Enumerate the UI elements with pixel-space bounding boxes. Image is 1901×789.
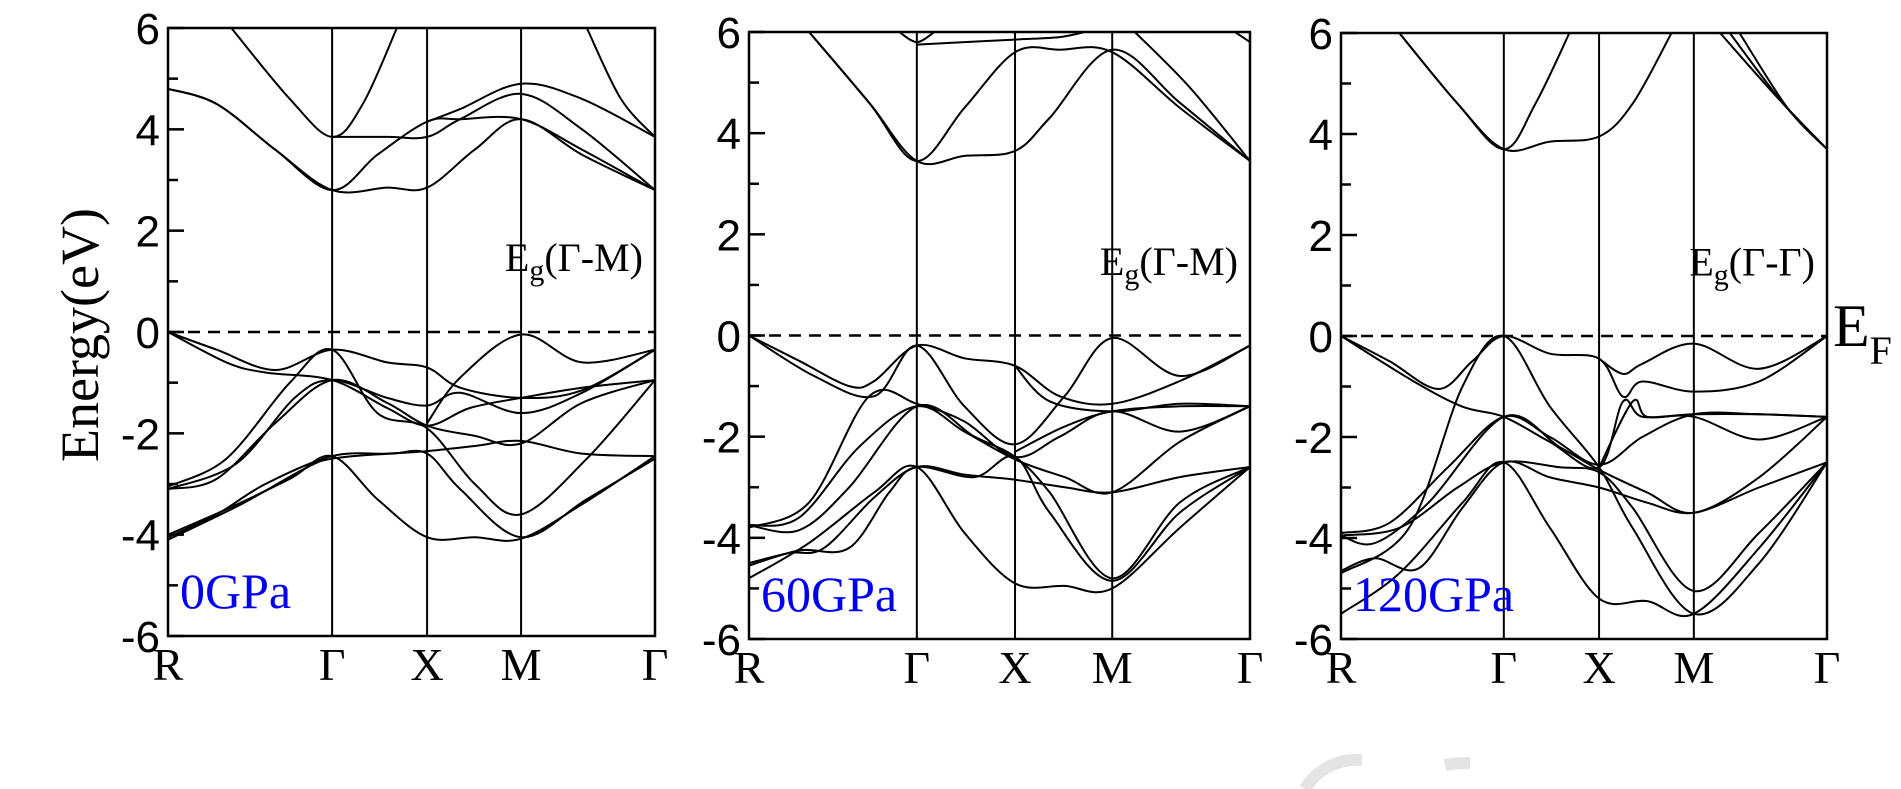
- y-tick-label: 2: [717, 211, 741, 260]
- fermi-level-label: EF: [1833, 293, 1892, 373]
- band-line: [1014, 365, 1250, 413]
- y-tick-label: -6: [1294, 616, 1333, 665]
- pressure-label: 0GPa: [180, 563, 291, 619]
- y-tick-label: 6: [136, 5, 160, 54]
- band-line: [916, 32, 1085, 46]
- band-line: [1341, 460, 1827, 593]
- band-line: [168, 449, 655, 541]
- bands-group: [168, 28, 655, 542]
- band-gap-label: Eg(Γ-M): [505, 235, 643, 287]
- band-line: [749, 403, 1250, 580]
- band-line: [1398, 33, 1673, 152]
- k-point-label: X: [410, 639, 443, 690]
- y-tick-label: 4: [136, 106, 160, 155]
- y-tick-label: 4: [1309, 111, 1333, 160]
- band-line: [1234, 32, 1250, 43]
- y-tick-label: -2: [121, 410, 160, 459]
- band-line: [1398, 33, 1571, 151]
- y-tick-label: 2: [136, 208, 160, 257]
- band-line: [749, 388, 1250, 529]
- band-line: [1738, 33, 1827, 150]
- y-tick-label: -2: [1294, 414, 1333, 463]
- k-point-label: X: [1582, 642, 1615, 693]
- band-line: [749, 464, 1250, 594]
- y-tick-label: -4: [1294, 515, 1333, 564]
- band-line: [749, 465, 1250, 565]
- band-line: [1729, 33, 1827, 150]
- y-tick-label: -2: [702, 414, 741, 463]
- band-line: [426, 82, 655, 138]
- band-panel-0GPa: -6 -4 -2 0 2 4 6 R Γ X M Γ Eg(Γ-M) 0GPa: [121, 5, 668, 690]
- watermark-arc-2: [1443, 756, 1471, 771]
- k-point-label: R: [734, 642, 765, 693]
- y-tick-label: 4: [717, 110, 741, 159]
- band-line: [168, 331, 655, 427]
- y-tick-label: 0: [136, 309, 160, 358]
- band-gap-label: Eg(Γ-M): [1100, 239, 1238, 291]
- band-line: [168, 439, 655, 539]
- y-tick-label: 0: [717, 313, 741, 362]
- band-line: [1341, 414, 1827, 546]
- band-line: [1341, 334, 1827, 616]
- band-line: [1341, 460, 1827, 572]
- y-tick-label: 0: [1309, 313, 1333, 362]
- y-tick-label: -4: [121, 512, 160, 561]
- y-tick-label: 6: [1309, 10, 1333, 59]
- band-line: [1598, 335, 1827, 375]
- bands-group: [1341, 33, 1827, 617]
- band-panel-60GPa: -6 -4 -2 0 2 4 6 R Γ X M Γ Eg(Γ-M) 60GPa: [702, 9, 1263, 693]
- band-line: [749, 455, 1250, 582]
- band-line: [168, 378, 655, 491]
- band-line: [168, 87, 655, 192]
- k-point-label: Γ: [642, 639, 669, 690]
- band-line: [168, 331, 655, 400]
- k-point-label: M: [1673, 642, 1714, 693]
- k-point-label: Γ: [1237, 642, 1264, 693]
- y-axis-label: Energy(eV): [50, 208, 110, 462]
- pressure-label: 120GPa: [1353, 566, 1514, 622]
- k-point-label: R: [153, 639, 184, 690]
- band-line: [808, 32, 1250, 166]
- k-point-label: Γ: [1491, 642, 1518, 693]
- band-line: [749, 405, 1250, 527]
- band-line: [1134, 32, 1250, 162]
- band-line: [749, 334, 1250, 446]
- y-tick-label: 6: [717, 9, 741, 58]
- y-tick-label: -6: [121, 613, 160, 662]
- band-line: [168, 347, 655, 516]
- pressure-label: 60GPa: [761, 566, 897, 622]
- band-panel-120GPa: -6 -4 -2 0 2 4 6 R Γ X M Γ Eg(Γ-Γ) 120GPa EF: [1294, 10, 1892, 693]
- band-line: [1341, 334, 1827, 399]
- band-line: [585, 28, 655, 138]
- band-line: [332, 92, 655, 191]
- watermark-arc: [1299, 753, 1363, 789]
- y-tick-label: -6: [702, 616, 741, 665]
- k-point-label: M: [501, 639, 542, 690]
- band-line: [230, 28, 398, 138]
- y-tick-label: 2: [1309, 212, 1333, 261]
- k-point-label: R: [1326, 642, 1357, 693]
- y-tick-label: -4: [702, 515, 741, 564]
- band-line: [1341, 460, 1827, 617]
- band-line: [1341, 411, 1827, 534]
- bands-group: [749, 32, 1250, 594]
- band-line: [749, 334, 1250, 406]
- k-point-label: M: [1092, 642, 1133, 693]
- band-gap-label: Eg(Γ-Γ): [1689, 239, 1815, 291]
- k-point-label: Γ: [904, 642, 931, 693]
- band-line: [168, 87, 655, 194]
- k-point-label: X: [998, 642, 1031, 693]
- band-line: [1598, 398, 1827, 468]
- k-point-label: Γ: [1814, 642, 1841, 693]
- k-point-label: Γ: [319, 639, 346, 690]
- band-line: [168, 348, 655, 491]
